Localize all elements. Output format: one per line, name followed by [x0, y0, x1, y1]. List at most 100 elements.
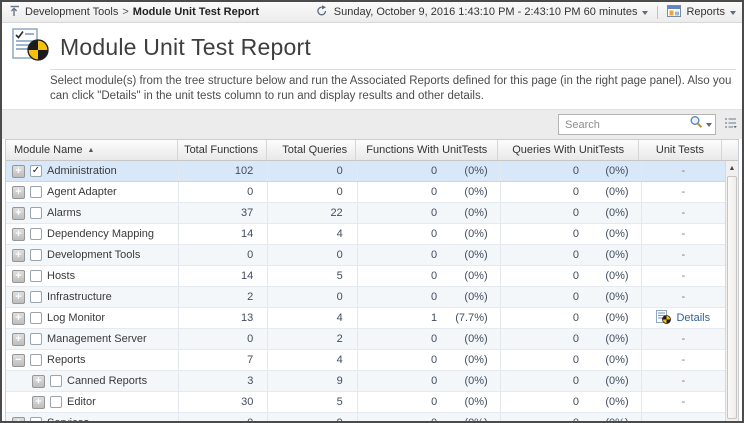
table-row[interactable]: + Development Tools 0 0 0 (0%) 0 (0%) -	[6, 245, 725, 267]
unit-tests-dash: -	[681, 249, 686, 262]
column-header-total-functions[interactable]: Total Functions	[178, 140, 268, 161]
expand-button[interactable]: +	[12, 290, 25, 304]
column-header-total-queries[interactable]: Total Queries	[267, 140, 357, 161]
table-row[interactable]: + Dependency Mapping 14 4 0 (0%) 0 (0%) …	[6, 224, 725, 246]
functions-with-unittests-cell: 0 (0%)	[358, 413, 501, 421]
unit-tests-cell: -	[642, 350, 725, 370]
expand-button[interactable]: +	[12, 269, 25, 283]
unit-tests-dash: -	[681, 417, 685, 421]
table-row[interactable]: + Infrastructure 2 0 0 (0%) 0 (0%) -	[6, 287, 725, 309]
row-checkbox[interactable]	[30, 417, 42, 421]
module-name-cell: + Editor	[6, 392, 179, 413]
row-checkbox[interactable]	[30, 207, 42, 220]
expand-button[interactable]: +	[12, 227, 25, 241]
total-functions-cell: 14	[179, 266, 269, 287]
functions-with-unittests-cell: 0 (0%)	[358, 287, 501, 308]
details-link[interactable]: Details	[656, 309, 710, 327]
row-checkbox[interactable]	[30, 354, 42, 367]
scrollbar-thumb[interactable]	[727, 176, 737, 419]
total-queries-cell: 5	[268, 392, 358, 413]
breadcrumb-root[interactable]: Development Tools	[25, 6, 119, 18]
expand-button[interactable]: +	[12, 311, 25, 325]
expand-button[interactable]: −	[12, 353, 25, 367]
row-checkbox[interactable]	[30, 249, 42, 262]
expand-button[interactable]: +	[32, 395, 45, 409]
table-row[interactable]: + Services 0 9 0 (0%) 0 (0%) -	[6, 413, 725, 421]
module-name: Reports	[47, 354, 86, 367]
unit-tests-cell: -	[642, 182, 725, 202]
table-row[interactable]: + Canned Reports 3 9 0 (0%) 0 (0%) -	[6, 371, 725, 393]
toolbar	[2, 109, 742, 140]
table-row[interactable]: − Reports 7 4 0 (0%) 0 (0%) -	[6, 350, 725, 372]
row-checkbox[interactable]	[30, 291, 42, 304]
time-range-dropdown-icon[interactable]	[642, 10, 649, 15]
module-name: Log Monitor	[47, 312, 106, 325]
time-range-label[interactable]: Sunday, October 9, 2016 1:43:10 PM - 2:4…	[333, 6, 638, 18]
search-options-dropdown-icon[interactable]	[706, 123, 712, 128]
functions-with-unittests-cell: 0 (0%)	[358, 203, 501, 224]
row-checkbox[interactable]	[30, 186, 42, 199]
queries-with-unittests-cell: 0 (0%)	[501, 245, 642, 266]
row-checkbox[interactable]: ✓	[30, 165, 42, 178]
expand-button[interactable]: +	[12, 164, 25, 178]
expand-button[interactable]: +	[12, 332, 25, 346]
row-checkbox[interactable]	[50, 396, 62, 409]
total-functions-cell: 0	[179, 245, 269, 266]
table-row[interactable]: + Management Server 0 2 0 (0%) 0 (0%) -	[6, 329, 725, 351]
table-row[interactable]: + Hosts 14 5 0 (0%) 0 (0%) -	[6, 266, 725, 288]
module-name-cell: + Development Tools	[6, 245, 179, 266]
row-checkbox[interactable]	[30, 270, 42, 283]
up-level-icon[interactable]	[9, 5, 21, 20]
reports-dropdown-icon[interactable]	[730, 10, 736, 15]
page-description: Select module(s) from the tree structure…	[50, 75, 732, 103]
unit-tests-cell: Details	[642, 308, 725, 328]
row-checkbox[interactable]	[30, 228, 42, 241]
queries-with-unittests-cell: 0 (0%)	[501, 287, 642, 308]
table-row[interactable]: + Alarms 37 22 0 (0%) 0 (0%) -	[6, 203, 725, 225]
scroll-up-button[interactable]: ▲	[728, 165, 736, 173]
functions-with-unittests-cell: 0 (0%)	[358, 371, 501, 392]
expand-button[interactable]: +	[12, 248, 25, 262]
search-box[interactable]	[558, 114, 716, 136]
functions-with-unittests-cell: 0 (0%)	[358, 245, 501, 266]
row-checkbox[interactable]	[30, 333, 42, 346]
column-header-module-name[interactable]: Module Name ▲	[6, 140, 178, 161]
vertical-scrollbar[interactable]: ▲	[725, 161, 738, 421]
column-header-queries-with-unittests[interactable]: Queries With UnitTests	[498, 140, 639, 161]
reports-button-label[interactable]: Reports	[686, 6, 725, 18]
unit-tests-dash: -	[681, 333, 686, 346]
expand-button[interactable]: +	[12, 185, 25, 199]
functions-with-unittests-count: 0	[431, 186, 438, 199]
module-name: Dependency Mapping	[47, 228, 155, 241]
functions-with-unittests-count: 0	[431, 270, 438, 283]
queries-with-unittests-cell: 0 (0%)	[501, 203, 642, 224]
table-row[interactable]: + Editor 30 5 0 (0%) 0 (0%) -	[6, 392, 725, 414]
table-row[interactable]: + Log Monitor 13 4 1 (7.7%) 0 (0%)	[6, 308, 725, 330]
unit-tests-cell: -	[642, 371, 725, 391]
unit-test-report-icon	[12, 28, 49, 66]
search-input[interactable]	[565, 118, 686, 131]
search-icon[interactable]	[689, 115, 703, 134]
table-row[interactable]: + ✓ Administration 102 0 0 (0%) 0 (0%) -	[6, 161, 725, 183]
column-header-functions-with-unittests[interactable]: Functions With UnitTests	[356, 140, 499, 161]
row-checkbox[interactable]	[30, 312, 42, 325]
expand-button[interactable]: +	[32, 374, 45, 388]
total-functions-cell: 7	[179, 350, 269, 371]
expand-button[interactable]: +	[12, 416, 25, 421]
table-body: + ✓ Administration 102 0 0 (0%) 0 (0%) -	[6, 161, 725, 421]
row-checkbox[interactable]	[50, 375, 62, 388]
queries-with-unittests-pct: (0%)	[605, 291, 629, 304]
total-queries-cell: 4	[268, 224, 358, 245]
functions-with-unittests-pct: (0%)	[464, 165, 488, 178]
queries-with-unittests-count: 0	[572, 375, 580, 388]
queries-with-unittests-cell: 0 (0%)	[501, 224, 642, 245]
expand-button[interactable]: +	[12, 206, 25, 220]
column-header-unit-tests[interactable]: Unit Tests	[639, 140, 722, 161]
unit-tests-dash: -	[681, 186, 686, 199]
queries-with-unittests-cell: 0 (0%)	[501, 266, 642, 287]
time-range-icon	[316, 4, 329, 20]
functions-with-unittests-count: 0	[431, 333, 438, 346]
unit-tests-dash: -	[681, 165, 686, 178]
table-row[interactable]: + Agent Adapter 0 0 0 (0%) 0 (0%) -	[6, 182, 725, 204]
column-options-icon[interactable]	[724, 116, 737, 134]
